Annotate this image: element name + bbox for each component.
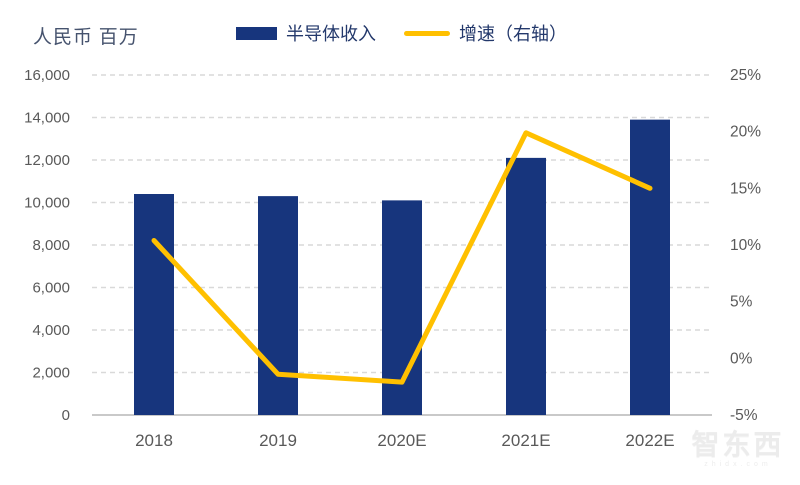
x-axis-label-2018: 2018 — [135, 431, 173, 450]
left-axis-title: 人民币 百万 — [33, 27, 139, 48]
legend-item-growth: 增速（右轴） — [404, 20, 567, 46]
left-axis-tick: 0 — [62, 407, 70, 424]
right-axis-tick: 20% — [730, 124, 761, 141]
left-axis-tick: 14,000 — [24, 110, 70, 127]
right-axis-tick: 15% — [730, 180, 761, 197]
legend-label-growth: 增速（右轴） — [459, 24, 567, 44]
x-axis-label-2020E: 2020E — [377, 431, 426, 450]
left-axis-tick: 8,000 — [32, 237, 70, 254]
left-axis-tick: 4,000 — [32, 322, 70, 339]
x-axis-label-2019: 2019 — [259, 431, 297, 450]
left-axis-tick: 10,000 — [24, 195, 70, 212]
bar-2019 — [258, 196, 298, 415]
legend-item-revenue: 半导体收入 — [236, 20, 376, 46]
bar-2022E — [630, 119, 670, 415]
legend-label-revenue: 半导体收入 — [286, 24, 376, 44]
revenue-bar-swatch-icon — [236, 26, 277, 40]
right-axis-tick: -5% — [730, 407, 758, 424]
left-axis-tick: 12,000 — [24, 152, 70, 169]
bar-2018 — [134, 194, 174, 415]
growth-line-swatch-icon — [404, 30, 450, 36]
left-axis-tick: 6,000 — [32, 280, 70, 297]
x-axis-label-2021E: 2021E — [501, 431, 550, 450]
bar-2021E — [506, 157, 546, 415]
right-axis-tick: 0% — [730, 350, 753, 367]
right-axis-tick: 10% — [730, 237, 761, 254]
growth-line — [151, 130, 653, 385]
x-axis-label-2022E: 2022E — [625, 431, 674, 450]
right-axis-tick: 25% — [730, 67, 761, 84]
left-axis-tick: 2,000 — [32, 365, 70, 382]
watermark: 智东西 zhidx.com — [682, 429, 794, 469]
left-axis-tick: 16,000 — [24, 67, 70, 84]
right-axis-tick: 5% — [730, 294, 753, 311]
legend: 半导体收入 增速（右轴） — [236, 20, 567, 46]
watermark-subtext: zhidx.com — [704, 461, 772, 468]
watermark-text: 智东西 — [691, 429, 785, 460]
